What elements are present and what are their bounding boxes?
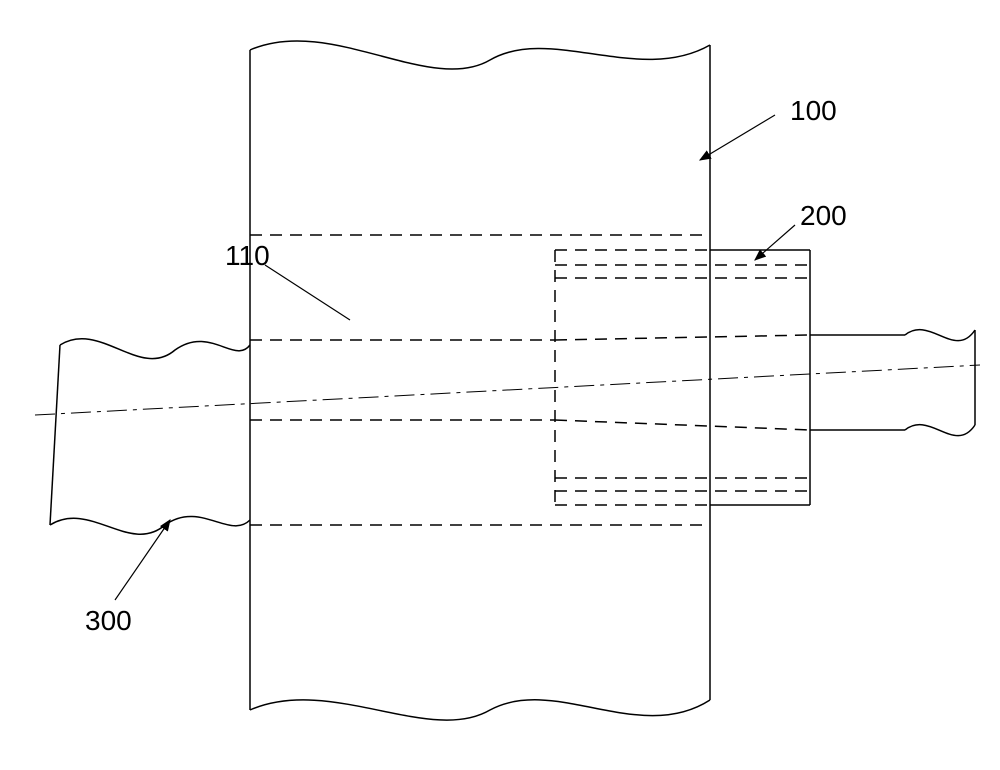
diagram-container: 100 110 200 300: [0, 0, 1000, 770]
side-block-200: [555, 250, 810, 505]
label-110: 110: [225, 240, 270, 272]
main-body: [250, 41, 710, 720]
label-200: 200: [800, 200, 847, 232]
label-100: 100: [790, 95, 837, 127]
cross-piece-300-right: [810, 330, 975, 436]
cross-piece-300-left: [50, 339, 250, 534]
engineering-svg: [0, 0, 1000, 770]
centerline: [35, 365, 980, 415]
leader-lines: [115, 115, 795, 600]
label-300: 300: [85, 605, 132, 637]
